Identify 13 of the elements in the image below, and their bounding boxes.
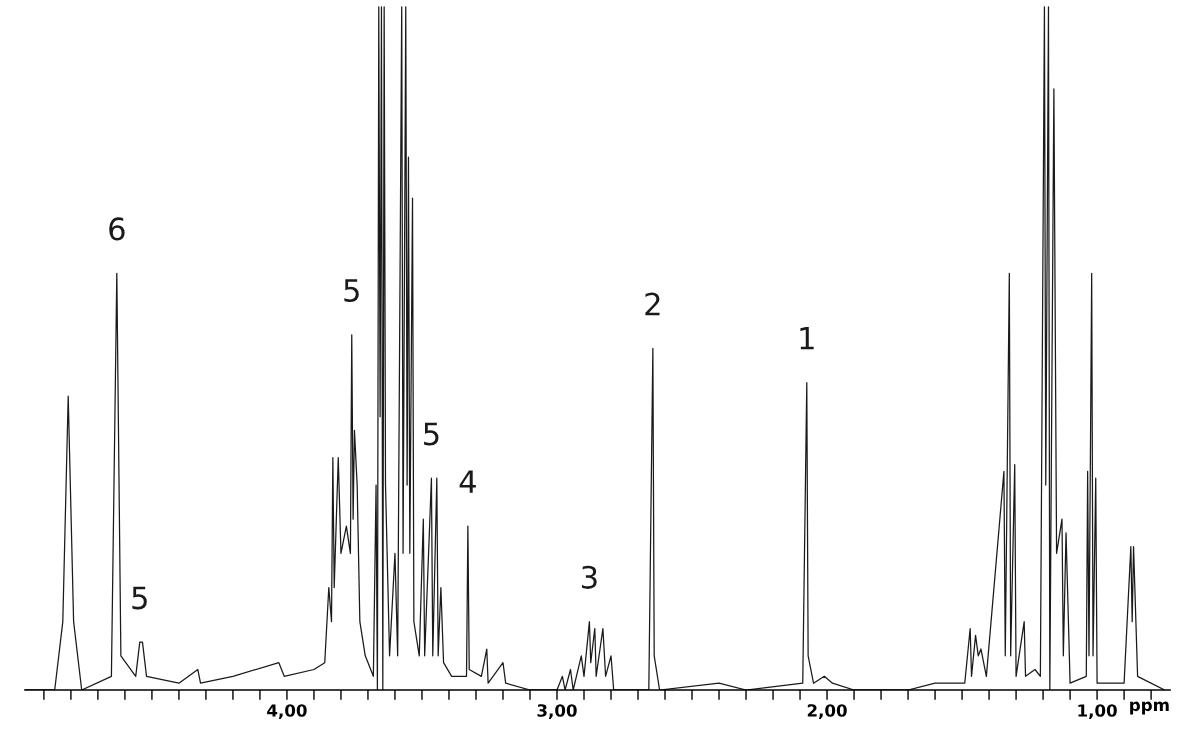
annotation: 2: [645, 292, 660, 316]
annotation: 1: [800, 327, 814, 350]
annotation: 5: [424, 422, 439, 446]
x-tick-label: 1,00: [1078, 704, 1117, 719]
annotation: 3: [582, 565, 597, 589]
x-axis-title: ppm: [1130, 701, 1169, 715]
annotation: 5: [132, 586, 147, 610]
x-tick-label: 3,00: [537, 704, 577, 719]
annotation: 6: [109, 217, 125, 241]
annotation: 4: [459, 470, 476, 493]
annotation: 5: [344, 279, 359, 302]
x-tick-label: 2,00: [807, 704, 847, 719]
x-tick-label: 4,00: [267, 704, 307, 719]
